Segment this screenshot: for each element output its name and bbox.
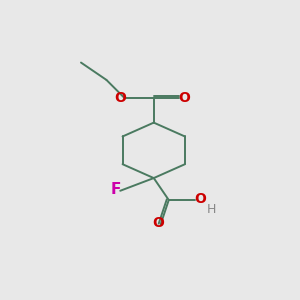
Text: O: O	[178, 91, 190, 105]
Text: H: H	[206, 203, 216, 216]
Text: F: F	[111, 182, 121, 197]
Text: O: O	[194, 192, 206, 206]
Text: O: O	[114, 91, 126, 105]
Text: O: O	[152, 216, 164, 230]
